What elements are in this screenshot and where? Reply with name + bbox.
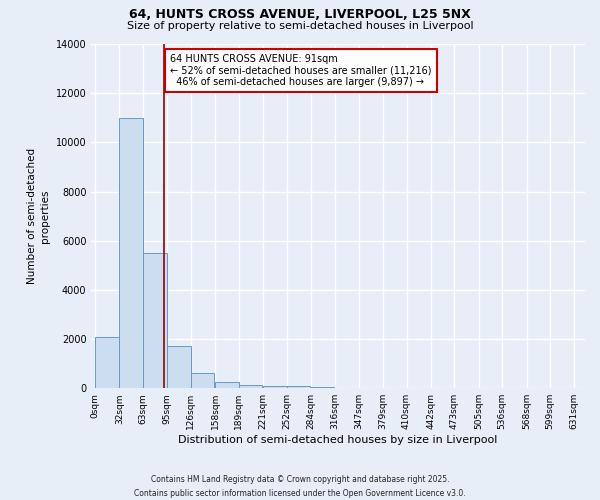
Bar <box>263 386 287 388</box>
Bar <box>119 118 143 388</box>
Bar <box>167 346 191 388</box>
X-axis label: Distribution of semi-detached houses by size in Liverpool: Distribution of semi-detached houses by … <box>178 435 498 445</box>
Bar <box>239 384 262 388</box>
Text: 64, HUNTS CROSS AVENUE, LIVERPOOL, L25 5NX: 64, HUNTS CROSS AVENUE, LIVERPOOL, L25 5… <box>129 8 471 20</box>
Bar <box>143 253 167 388</box>
Text: Contains HM Land Registry data © Crown copyright and database right 2025.
Contai: Contains HM Land Registry data © Crown c… <box>134 476 466 498</box>
Bar <box>311 387 334 388</box>
Bar <box>191 374 214 388</box>
Bar <box>287 386 310 388</box>
Bar <box>215 382 239 388</box>
Y-axis label: Number of semi-detached
properties: Number of semi-detached properties <box>27 148 50 284</box>
Bar <box>95 336 119 388</box>
Text: Size of property relative to semi-detached houses in Liverpool: Size of property relative to semi-detach… <box>127 21 473 31</box>
Text: 64 HUNTS CROSS AVENUE: 91sqm
← 52% of semi-detached houses are smaller (11,216)
: 64 HUNTS CROSS AVENUE: 91sqm ← 52% of se… <box>170 54 432 87</box>
